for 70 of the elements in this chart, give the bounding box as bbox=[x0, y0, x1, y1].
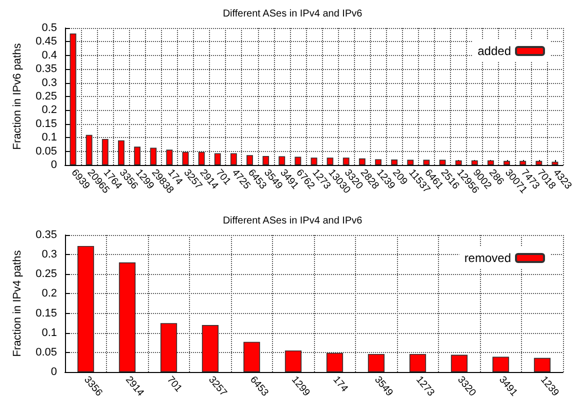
bar bbox=[243, 342, 260, 372]
bar bbox=[368, 354, 385, 372]
y-tick-label: 0.05 bbox=[36, 145, 57, 158]
bar bbox=[450, 354, 468, 372]
bar bbox=[391, 160, 398, 165]
chart-title: Different ASes in IPv4 and IPv6 bbox=[222, 216, 363, 226]
bar bbox=[294, 156, 302, 165]
bar bbox=[198, 152, 205, 165]
bar bbox=[423, 160, 430, 165]
bar bbox=[326, 352, 344, 372]
bar bbox=[520, 160, 526, 165]
bar bbox=[166, 150, 173, 165]
bar bbox=[455, 160, 462, 165]
bar bbox=[262, 156, 270, 165]
bar bbox=[284, 350, 302, 372]
bar bbox=[160, 323, 178, 372]
bar bbox=[342, 158, 350, 165]
bar bbox=[487, 160, 494, 165]
y-tick-label: 0.1 bbox=[42, 326, 57, 339]
y-tick-label: 0.15 bbox=[36, 118, 57, 130]
bar bbox=[407, 160, 414, 165]
bar bbox=[536, 160, 542, 165]
bar bbox=[310, 158, 318, 165]
bar bbox=[552, 162, 558, 165]
y-tick-label: 0.15 bbox=[36, 307, 57, 320]
y-tick-label: 0.05 bbox=[36, 346, 57, 358]
bar bbox=[439, 160, 446, 165]
x-tick-label: 701 bbox=[164, 374, 184, 395]
y-tick-label: 0.25 bbox=[36, 90, 57, 102]
bar bbox=[182, 152, 189, 165]
bar bbox=[102, 138, 108, 165]
y-tick-label: 0.2 bbox=[42, 288, 57, 300]
bar bbox=[534, 358, 551, 372]
y-tick-label: 0.35 bbox=[36, 63, 57, 76]
bar bbox=[409, 354, 426, 372]
y-tick-label: 0.3 bbox=[42, 248, 57, 261]
chart-title: Different ASes in IPv4 and IPv6 bbox=[222, 8, 363, 20]
y-axis-title: Fraction in IPv4 paths bbox=[12, 250, 24, 357]
bar bbox=[118, 262, 136, 372]
y-tick-label: 0.1 bbox=[42, 132, 57, 144]
bar bbox=[202, 325, 219, 372]
bar bbox=[326, 158, 334, 165]
bar bbox=[471, 160, 478, 165]
bar bbox=[118, 140, 124, 165]
y-tick-label: 0.25 bbox=[36, 268, 57, 280]
bar bbox=[230, 153, 237, 165]
y-tick-label: 0 bbox=[50, 159, 57, 171]
bar bbox=[150, 148, 157, 165]
bar bbox=[214, 153, 221, 165]
bar bbox=[278, 156, 286, 165]
bar bbox=[375, 159, 382, 165]
bar bbox=[70, 33, 76, 165]
bar bbox=[134, 146, 141, 165]
y-tick-label: 0.2 bbox=[42, 104, 57, 116]
bar bbox=[492, 356, 510, 372]
bar bbox=[246, 155, 253, 165]
bar bbox=[504, 160, 510, 165]
y-axis-title: Fraction in IPv6 paths bbox=[12, 42, 24, 150]
y-tick-label: 0.4 bbox=[42, 49, 57, 62]
bar bbox=[86, 134, 92, 165]
y-tick-label: 0 bbox=[50, 366, 57, 378]
legend-label: added bbox=[478, 44, 511, 58]
y-tick-label: 0.3 bbox=[42, 76, 57, 89]
y-tick-label: 0.45 bbox=[36, 36, 57, 48]
bar bbox=[358, 158, 366, 165]
legend-label: removed bbox=[464, 251, 511, 265]
y-tick-label: 0.35 bbox=[36, 229, 57, 241]
x-tick-label: 174 bbox=[330, 374, 350, 395]
bar bbox=[77, 246, 94, 372]
y-tick-label: 0.5 bbox=[42, 22, 57, 34]
